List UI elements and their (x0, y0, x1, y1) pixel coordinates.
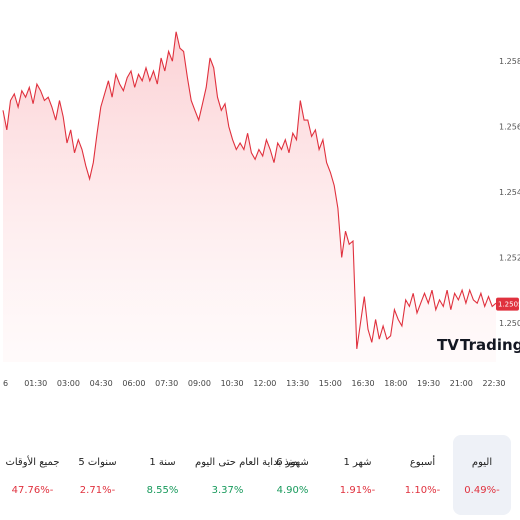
period-tab[interactable]: أسبوع 1.10%- (390, 435, 455, 515)
period-change-value: 4.90% (276, 485, 309, 496)
period-tab[interactable]: اليوم 0.49%- (453, 435, 511, 515)
x-tick-label: 21:00 (450, 379, 473, 388)
tradingview-watermark: TV TradingView (437, 336, 520, 354)
x-axis: 6 01:30 03:00 04:30 06:00 07:30 09:00 10:30 12:0… (3, 379, 506, 388)
period-change-value: 47.76%- (11, 485, 54, 496)
period-label: اليوم (471, 457, 493, 468)
period-tab[interactable]: منذ بداية العام حتى اليوم 3.37% (195, 435, 298, 515)
x-tick-label: 04:30 (90, 379, 113, 388)
y-tick-label: 1.25000 (499, 319, 520, 328)
period-change-value: 3.37% (211, 485, 244, 496)
period-tab[interactable]: 1 سنة 8.55% (130, 435, 195, 515)
y-tick-label: 1.25600 (499, 123, 520, 132)
x-tick-label: 6 (3, 379, 8, 388)
period-tab[interactable]: 6 شهور 4.90% (260, 435, 325, 515)
period-change-value: 8.55% (146, 485, 179, 496)
x-tick-label: 18:00 (384, 379, 407, 388)
x-tick-label: 06:00 (122, 379, 145, 388)
x-tick-label: 09:00 (188, 379, 211, 388)
last-price-label: 1.25057 (498, 301, 520, 309)
period-label: 5 سنوات (78, 457, 117, 468)
period-label: منذ بداية العام حتى اليوم (195, 457, 298, 468)
x-tick-label: 16:30 (352, 379, 375, 388)
performance-periods: جميع الأوقات 47.76%- 5 سنوات 2.71%- 1 سنة 8.5… (0, 435, 520, 515)
x-tick-label: 12:00 (253, 379, 276, 388)
period-tab[interactable]: 1 شهر 1.91%- (325, 435, 390, 515)
tradingview-logo-icon: TV (437, 336, 459, 354)
x-tick-label: 15:00 (319, 379, 342, 388)
period-label: جميع الأوقات (5, 457, 60, 468)
x-tick-label: 03:00 (57, 379, 80, 388)
price-chart[interactable]: 1.25800 1.25600 1.25400 1.25200 1.25000 6 01:… (0, 0, 520, 395)
y-axis: 1.25800 1.25600 1.25400 1.25200 1.25000 (499, 57, 520, 328)
price-area-fill (3, 31, 496, 363)
period-tab[interactable]: جميع الأوقات 47.76%- (0, 435, 65, 515)
x-tick-label: 07:30 (155, 379, 178, 388)
y-tick-label: 1.25400 (499, 188, 520, 197)
x-tick-label: 19:30 (417, 379, 440, 388)
x-tick-label: 22:30 (482, 379, 505, 388)
period-change-value: 1.10%- (404, 485, 441, 496)
period-tab[interactable]: 5 سنوات 2.71%- (65, 435, 130, 515)
last-price-badge: 1.25057 (496, 297, 520, 311)
price-line (2, 31, 497, 349)
period-label: 6 شهور (276, 457, 309, 468)
x-tick-label: 01:30 (24, 379, 47, 388)
y-tick-label: 1.25800 (499, 57, 520, 66)
period-change-value: 2.71%- (79, 485, 116, 496)
period-label: أسبوع (409, 457, 436, 468)
period-change-value: 1.91%- (339, 485, 376, 496)
period-label: 1 سنة (149, 457, 176, 468)
period-change-value: 0.49%- (464, 485, 500, 496)
x-tick-label: 13:30 (286, 379, 309, 388)
y-tick-label: 1.25200 (499, 253, 520, 262)
x-tick-label: 10:30 (221, 379, 244, 388)
tradingview-wordmark: TradingView (460, 336, 520, 354)
period-label: 1 شهر (343, 457, 372, 468)
